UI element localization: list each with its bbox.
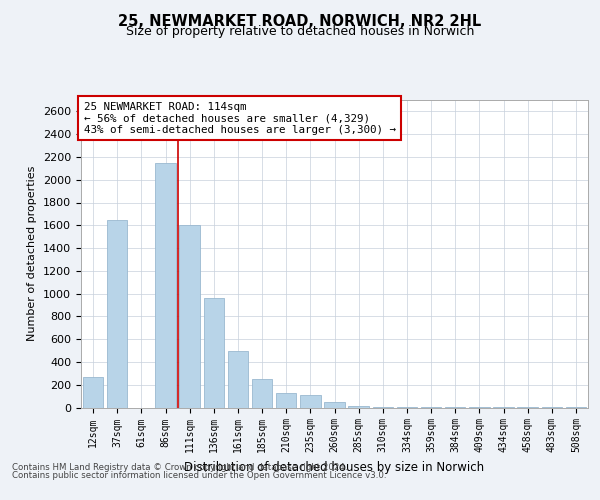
Bar: [203, 298, 224, 408]
Bar: [324, 402, 345, 407]
Bar: [300, 395, 320, 407]
Text: Size of property relative to detached houses in Norwich: Size of property relative to detached ho…: [126, 25, 474, 38]
Bar: [155, 162, 176, 408]
Bar: [397, 407, 417, 408]
Bar: [276, 392, 296, 407]
Bar: [179, 226, 200, 408]
Y-axis label: Number of detached properties: Number of detached properties: [28, 166, 37, 342]
Text: Contains public sector information licensed under the Open Government Licence v3: Contains public sector information licen…: [12, 472, 386, 480]
Bar: [107, 220, 127, 408]
Text: 25, NEWMARKET ROAD, NORWICH, NR2 2HL: 25, NEWMARKET ROAD, NORWICH, NR2 2HL: [118, 14, 482, 29]
Bar: [349, 406, 369, 408]
Bar: [252, 379, 272, 408]
Bar: [227, 350, 248, 408]
X-axis label: Distribution of detached houses by size in Norwich: Distribution of detached houses by size …: [184, 461, 485, 474]
Text: Contains HM Land Registry data © Crown copyright and database right 2024.: Contains HM Land Registry data © Crown c…: [12, 462, 347, 471]
Bar: [421, 407, 442, 408]
Bar: [373, 406, 393, 408]
Text: 25 NEWMARKET ROAD: 114sqm
← 56% of detached houses are smaller (4,329)
43% of se: 25 NEWMARKET ROAD: 114sqm ← 56% of detac…: [83, 102, 395, 134]
Bar: [83, 377, 103, 408]
